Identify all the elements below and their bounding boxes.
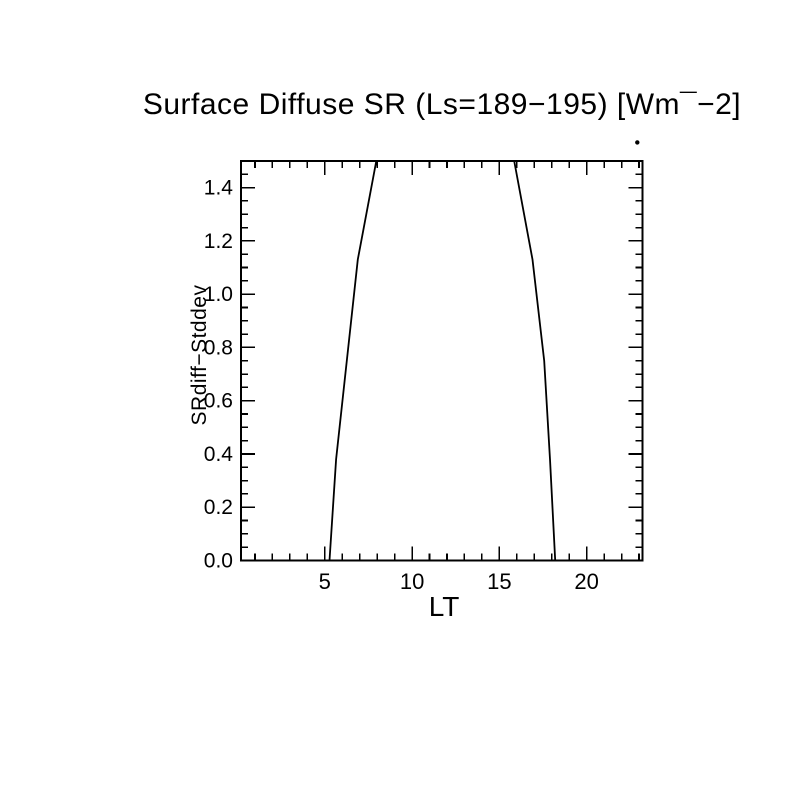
plot-box <box>239 159 644 562</box>
y-tick-label: 0.4 <box>204 443 234 466</box>
tick-labels: 5 10 15 20 0.0 0.2 0.4 0.6 0.8 1.0 1.2 1.4 <box>204 177 599 594</box>
x-tick-label: 20 <box>574 569 598 594</box>
y-tick-label: 1.4 <box>204 177 234 200</box>
y-tick-label: 0.8 <box>204 336 233 359</box>
x-tick-label: 15 <box>487 569 511 594</box>
y-tick-label: 0.2 <box>204 496 233 519</box>
stray-dot <box>635 140 640 145</box>
data-curve <box>241 161 643 561</box>
chart-title: Surface Diffuse SR (Ls=189−195) [Wm¯−2] <box>142 88 742 121</box>
x-tick-label: 5 <box>319 569 331 594</box>
y-tick-label: 0.6 <box>204 390 233 413</box>
y-tick-label: 0.0 <box>204 550 233 573</box>
x-tick-label: 10 <box>400 569 424 594</box>
x-axis-label: LT <box>428 591 460 622</box>
axis-ticks <box>241 160 643 562</box>
y-tick-label: 1.0 <box>204 283 233 306</box>
y-tick-label: 1.2 <box>204 230 233 253</box>
